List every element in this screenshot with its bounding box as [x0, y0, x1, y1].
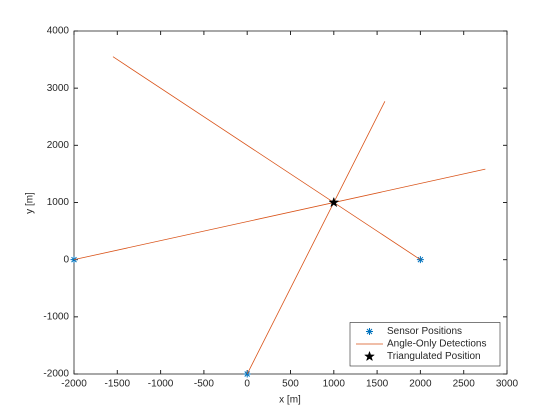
y-tick-label: 4000 [47, 26, 70, 37]
axes-box [73, 30, 508, 375]
x-tick-label: 2500 [453, 379, 476, 390]
x-tick-label: 1500 [366, 379, 389, 390]
detection-line [73, 56, 486, 375]
x-tick-label: -2000 [61, 379, 87, 390]
x-tick-label: -1000 [148, 379, 174, 390]
x-tick-label: 2000 [409, 379, 432, 390]
pentagram-marker [328, 196, 340, 208]
x-tick-label: -1500 [105, 379, 131, 390]
y-tick-label: 3000 [47, 83, 70, 94]
legend: Sensor Positions Angle-Only DetectionsTri… [349, 322, 501, 367]
y-tick-label: 2000 [47, 140, 70, 151]
x-axis-label: x [m] [279, 395, 301, 406]
x-tick-label: 500 [282, 379, 299, 390]
legend-label: Sensor Positions [387, 326, 462, 337]
y-tick-label: 1000 [47, 197, 70, 208]
x-tick-label: -500 [194, 379, 214, 390]
x-tick-label: 0 [244, 379, 250, 390]
y-tick-label: -1000 [43, 311, 69, 322]
pentagram-marker [364, 350, 375, 362]
y-tick-label: -2000 [43, 369, 69, 380]
asterisk-marker [70, 256, 78, 264]
x-tick-label: 3000 [496, 379, 519, 390]
plot-area [74, 31, 507, 374]
y-tick-label: 0 [63, 254, 69, 265]
legend-label: Angle-Only Detections [387, 339, 487, 350]
asterisk-marker [366, 328, 373, 335]
x-tick-label: 1000 [323, 379, 346, 390]
y-axis-label: y [m] [25, 192, 36, 214]
asterisk-marker [416, 256, 424, 264]
legend-label: Triangulated Position [387, 351, 481, 362]
